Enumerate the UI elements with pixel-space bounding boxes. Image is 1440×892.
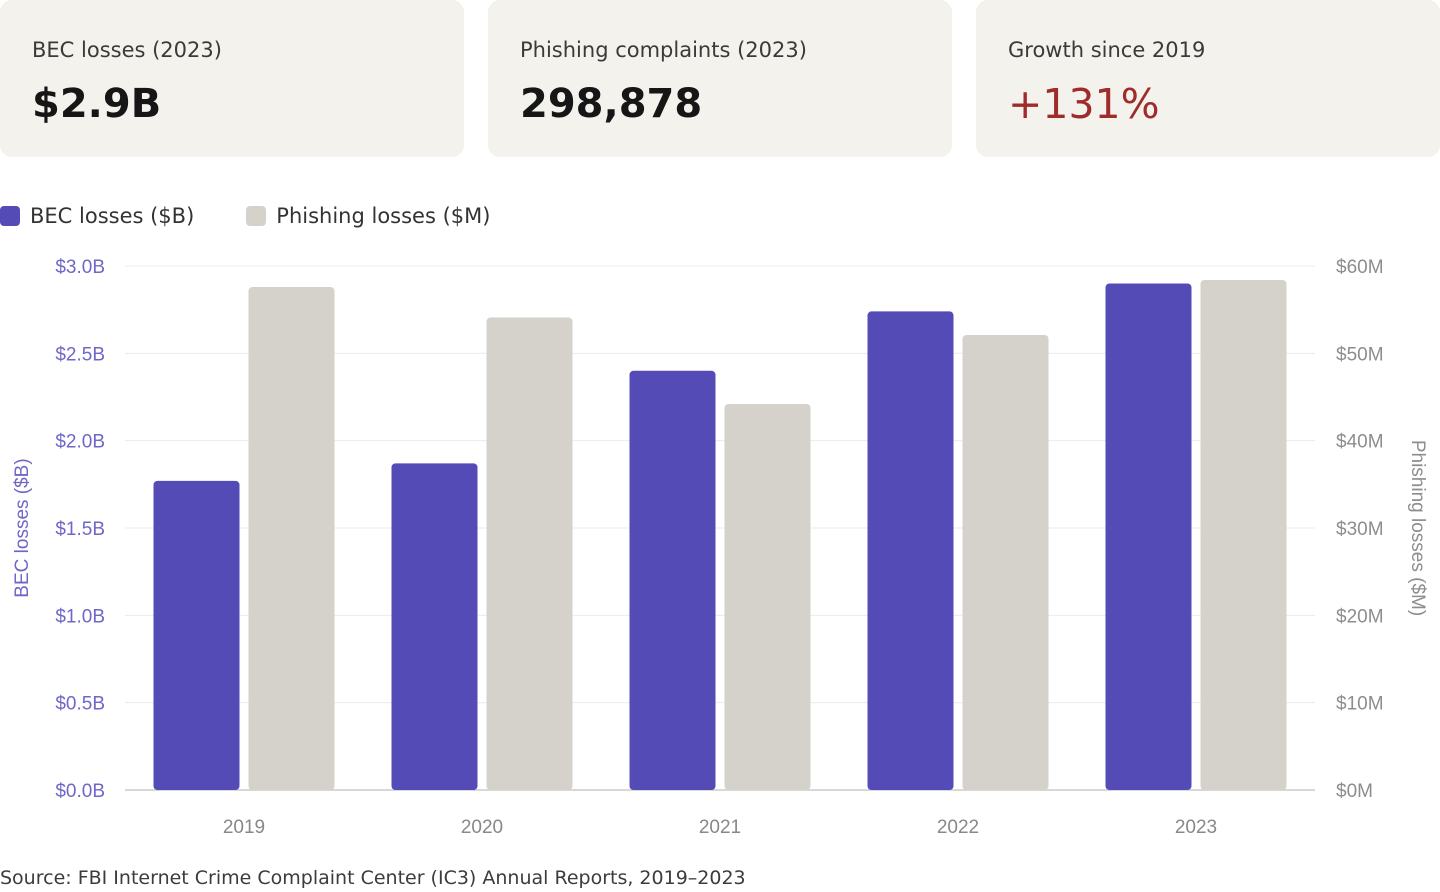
right-tick-label: $30M bbox=[1336, 519, 1384, 540]
x-tick-label: 2019 bbox=[223, 817, 265, 838]
bar-chart: $0.0B$0.5B$1.0B$1.5B$2.0B$2.5B$3.0B $0M$… bbox=[12, 257, 1428, 838]
right-axis-title: Phishing losses ($M) bbox=[1407, 440, 1428, 616]
bar-phishing-2020 bbox=[486, 317, 573, 790]
bar-bec-2021 bbox=[629, 370, 716, 790]
stat-label: Phishing complaints (2023) bbox=[520, 38, 807, 62]
left-tick-label: $3.0B bbox=[55, 257, 105, 278]
right-axis-ticks: $0M $10M $20M $30M $40M $50M $60M bbox=[1336, 257, 1384, 802]
bar-phishing-2023 bbox=[1200, 279, 1287, 790]
left-axis-ticks: $0.0B $0.5B $1.0B $1.5B $2.0B $2.5B $3.0B bbox=[55, 257, 105, 802]
legend-label-bec: BEC losses ($B) bbox=[30, 204, 195, 228]
x-tick-label: 2023 bbox=[1175, 817, 1217, 838]
stat-label: BEC losses (2023) bbox=[32, 38, 222, 62]
legend-item-bec[interactable]: BEC losses ($B) bbox=[0, 204, 194, 228]
x-tick-label: 2020 bbox=[461, 817, 503, 838]
stat-value: 298,878 bbox=[520, 81, 703, 127]
stat-card-bec-losses: BEC losses (2023) $2.9B bbox=[0, 0, 464, 157]
stat-label: Growth since 2019 bbox=[1008, 38, 1206, 62]
legend-swatch-phishing bbox=[246, 206, 267, 226]
right-tick-label: $50M bbox=[1336, 344, 1384, 365]
left-tick-label: $0.0B bbox=[55, 781, 105, 802]
bars bbox=[153, 279, 1287, 790]
bar-phishing-2022 bbox=[962, 334, 1049, 790]
bar-phishing-2019 bbox=[248, 286, 335, 790]
chart-legend: BEC losses ($B) Phishing losses ($M) bbox=[0, 200, 542, 232]
legend-label-phishing: Phishing losses ($M) bbox=[276, 204, 491, 228]
left-tick-label: $2.0B bbox=[55, 432, 105, 453]
x-axis-ticks: 2019 2020 2021 2022 2023 bbox=[223, 817, 1217, 838]
legend-swatch-bec bbox=[0, 206, 20, 226]
x-tick-label: 2022 bbox=[937, 817, 979, 838]
stat-value-growth: +131% bbox=[1008, 80, 1160, 128]
stat-card-growth: Growth since 2019 +131% bbox=[976, 0, 1440, 157]
left-tick-label: $1.0B bbox=[55, 606, 105, 627]
bar-bec-2022 bbox=[867, 311, 954, 790]
stat-card-phishing-complaints: Phishing complaints (2023) 298,878 bbox=[488, 0, 952, 157]
left-axis-title: BEC losses ($B) bbox=[12, 458, 33, 597]
bar-bec-2020 bbox=[391, 463, 478, 790]
right-tick-label: $10M bbox=[1336, 694, 1384, 715]
stats-row: BEC losses (2023) $2.9B Phishing complai… bbox=[0, 0, 1440, 157]
source-note: Source: FBI Internet Crime Complaint Cen… bbox=[0, 867, 746, 889]
x-tick-label: 2021 bbox=[699, 817, 741, 838]
left-tick-label: $0.5B bbox=[55, 694, 105, 715]
bar-bec-2019 bbox=[153, 480, 240, 790]
legend-item-phishing[interactable]: Phishing losses ($M) bbox=[246, 204, 490, 228]
left-tick-label: $1.5B bbox=[55, 519, 105, 540]
left-tick-label: $2.5B bbox=[55, 344, 105, 365]
bar-phishing-2021 bbox=[724, 403, 811, 790]
right-tick-label: $0M bbox=[1336, 781, 1373, 802]
right-tick-label: $20M bbox=[1336, 606, 1384, 627]
right-tick-label: $40M bbox=[1336, 432, 1384, 453]
stat-value: $2.9B bbox=[32, 81, 162, 127]
bar-bec-2023 bbox=[1105, 283, 1192, 790]
right-tick-label: $60M bbox=[1336, 257, 1384, 278]
